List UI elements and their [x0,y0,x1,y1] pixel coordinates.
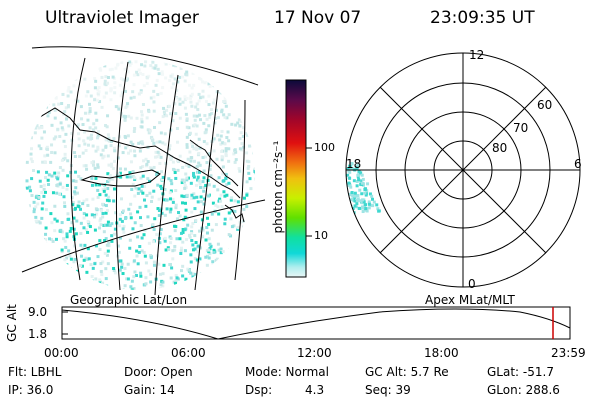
ip-info: IP: 36.0 [8,383,54,397]
colorbar-tick-100: 100 [314,141,335,154]
time-tick-1800: 18:00 [424,346,459,360]
altitude-ylabel: GC Alt [5,304,19,342]
coastline-fjords [189,139,239,187]
coastline-east [224,204,245,223]
seq-info: Seq: 39 [365,383,411,397]
date-label: 17 Nov 07 [274,8,362,28]
mlt-label-18: 18 [346,157,362,171]
coastline-islands [80,169,161,187]
colorbar-gradient [285,79,307,278]
mlat-label-60: 60 [537,98,553,112]
mode-info: Mode: Normal [245,365,329,379]
colorbar-tick-10: 10 [314,229,328,242]
left-panel-label: Geographic Lat/Lon [70,293,188,307]
time-label: 23:09:35 UT [430,8,535,28]
door-info: Door: Open [124,365,193,379]
coastline [34,107,241,199]
altitude-ytick-1-8: 1.8 [28,327,48,341]
altitude-curve [61,308,571,340]
aurora-speckle [25,60,255,290]
altitude-ytick-9: 9.0 [28,305,48,319]
dsp-value: 4.3 [305,383,325,397]
colorbar-label: photon cm⁻²s⁻¹ [271,140,285,234]
time-tick-0600: 06:00 [171,346,206,360]
filter-info: Flt: LBHL [8,365,62,379]
glon-info: GLon: 288.6 [487,383,560,397]
time-tick-2359: 23:59 [551,346,586,360]
dsp-label: Dsp: [245,383,273,397]
instrument-title: Ultraviolet Imager [45,8,199,28]
mlat-label-80: 80 [492,141,508,155]
time-tick-0000: 00:00 [44,346,79,360]
time-tick-1200: 12:00 [297,346,332,360]
mlt-label-0: 0 [468,277,476,291]
glat-info: GLat: -51.7 [487,365,554,379]
right-panel-label: Apex MLat/MLT [425,293,515,307]
mlt-label-12: 12 [469,48,485,62]
gain-info: Gain: 14 [124,383,175,397]
gc-alt-info: GC Alt: 5.7 Re [365,365,449,379]
mlt-label-6: 6 [574,157,582,171]
mlat-label-70: 70 [513,121,529,135]
